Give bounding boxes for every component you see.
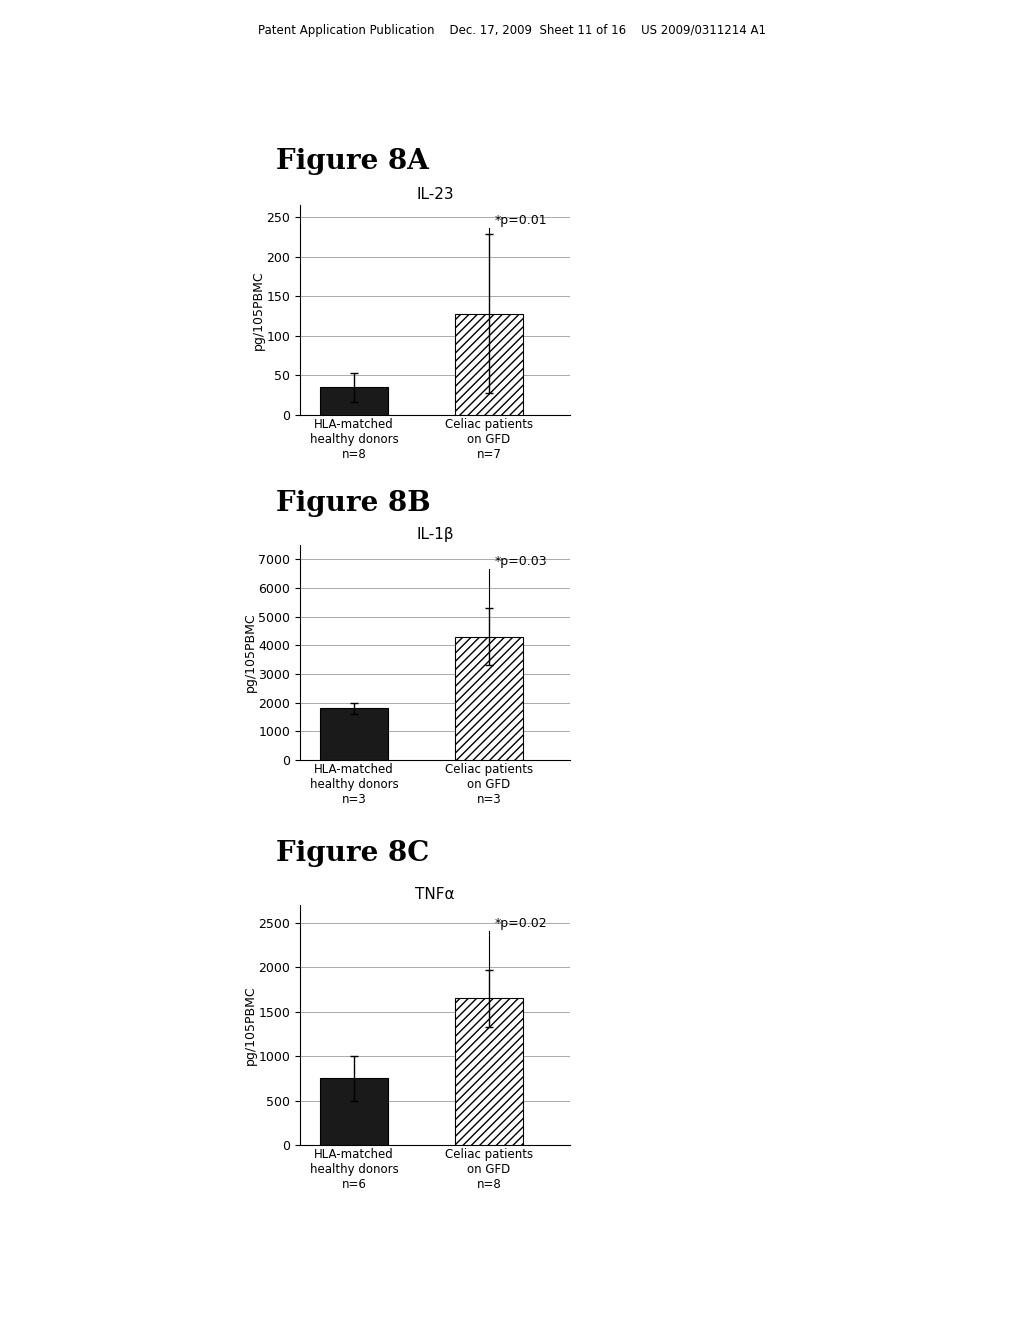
Y-axis label: pg/105PBMC: pg/105PBMC bbox=[244, 985, 257, 1065]
Text: *p=0.02: *p=0.02 bbox=[495, 917, 547, 931]
Bar bbox=[456, 314, 522, 414]
Text: *p=0.03: *p=0.03 bbox=[495, 554, 547, 568]
Bar bbox=[456, 998, 522, 1144]
Y-axis label: pg/105PBMC: pg/105PBMC bbox=[244, 612, 257, 692]
Y-axis label: pg/105PBMC: pg/105PBMC bbox=[252, 271, 265, 350]
Text: Figure 8C: Figure 8C bbox=[276, 840, 430, 867]
Bar bbox=[456, 636, 522, 760]
Text: Patent Application Publication    Dec. 17, 2009  Sheet 11 of 16    US 2009/03112: Patent Application Publication Dec. 17, … bbox=[258, 24, 766, 37]
Title: TNFα: TNFα bbox=[415, 887, 455, 903]
Bar bbox=[321, 709, 388, 760]
Bar bbox=[321, 387, 388, 414]
Text: Figure 8A: Figure 8A bbox=[276, 148, 429, 176]
Title: IL-23: IL-23 bbox=[416, 187, 454, 202]
Title: IL-1β: IL-1β bbox=[416, 528, 454, 543]
Text: Figure 8B: Figure 8B bbox=[276, 490, 431, 517]
Bar bbox=[321, 1078, 388, 1144]
Text: *p=0.01: *p=0.01 bbox=[495, 214, 547, 227]
